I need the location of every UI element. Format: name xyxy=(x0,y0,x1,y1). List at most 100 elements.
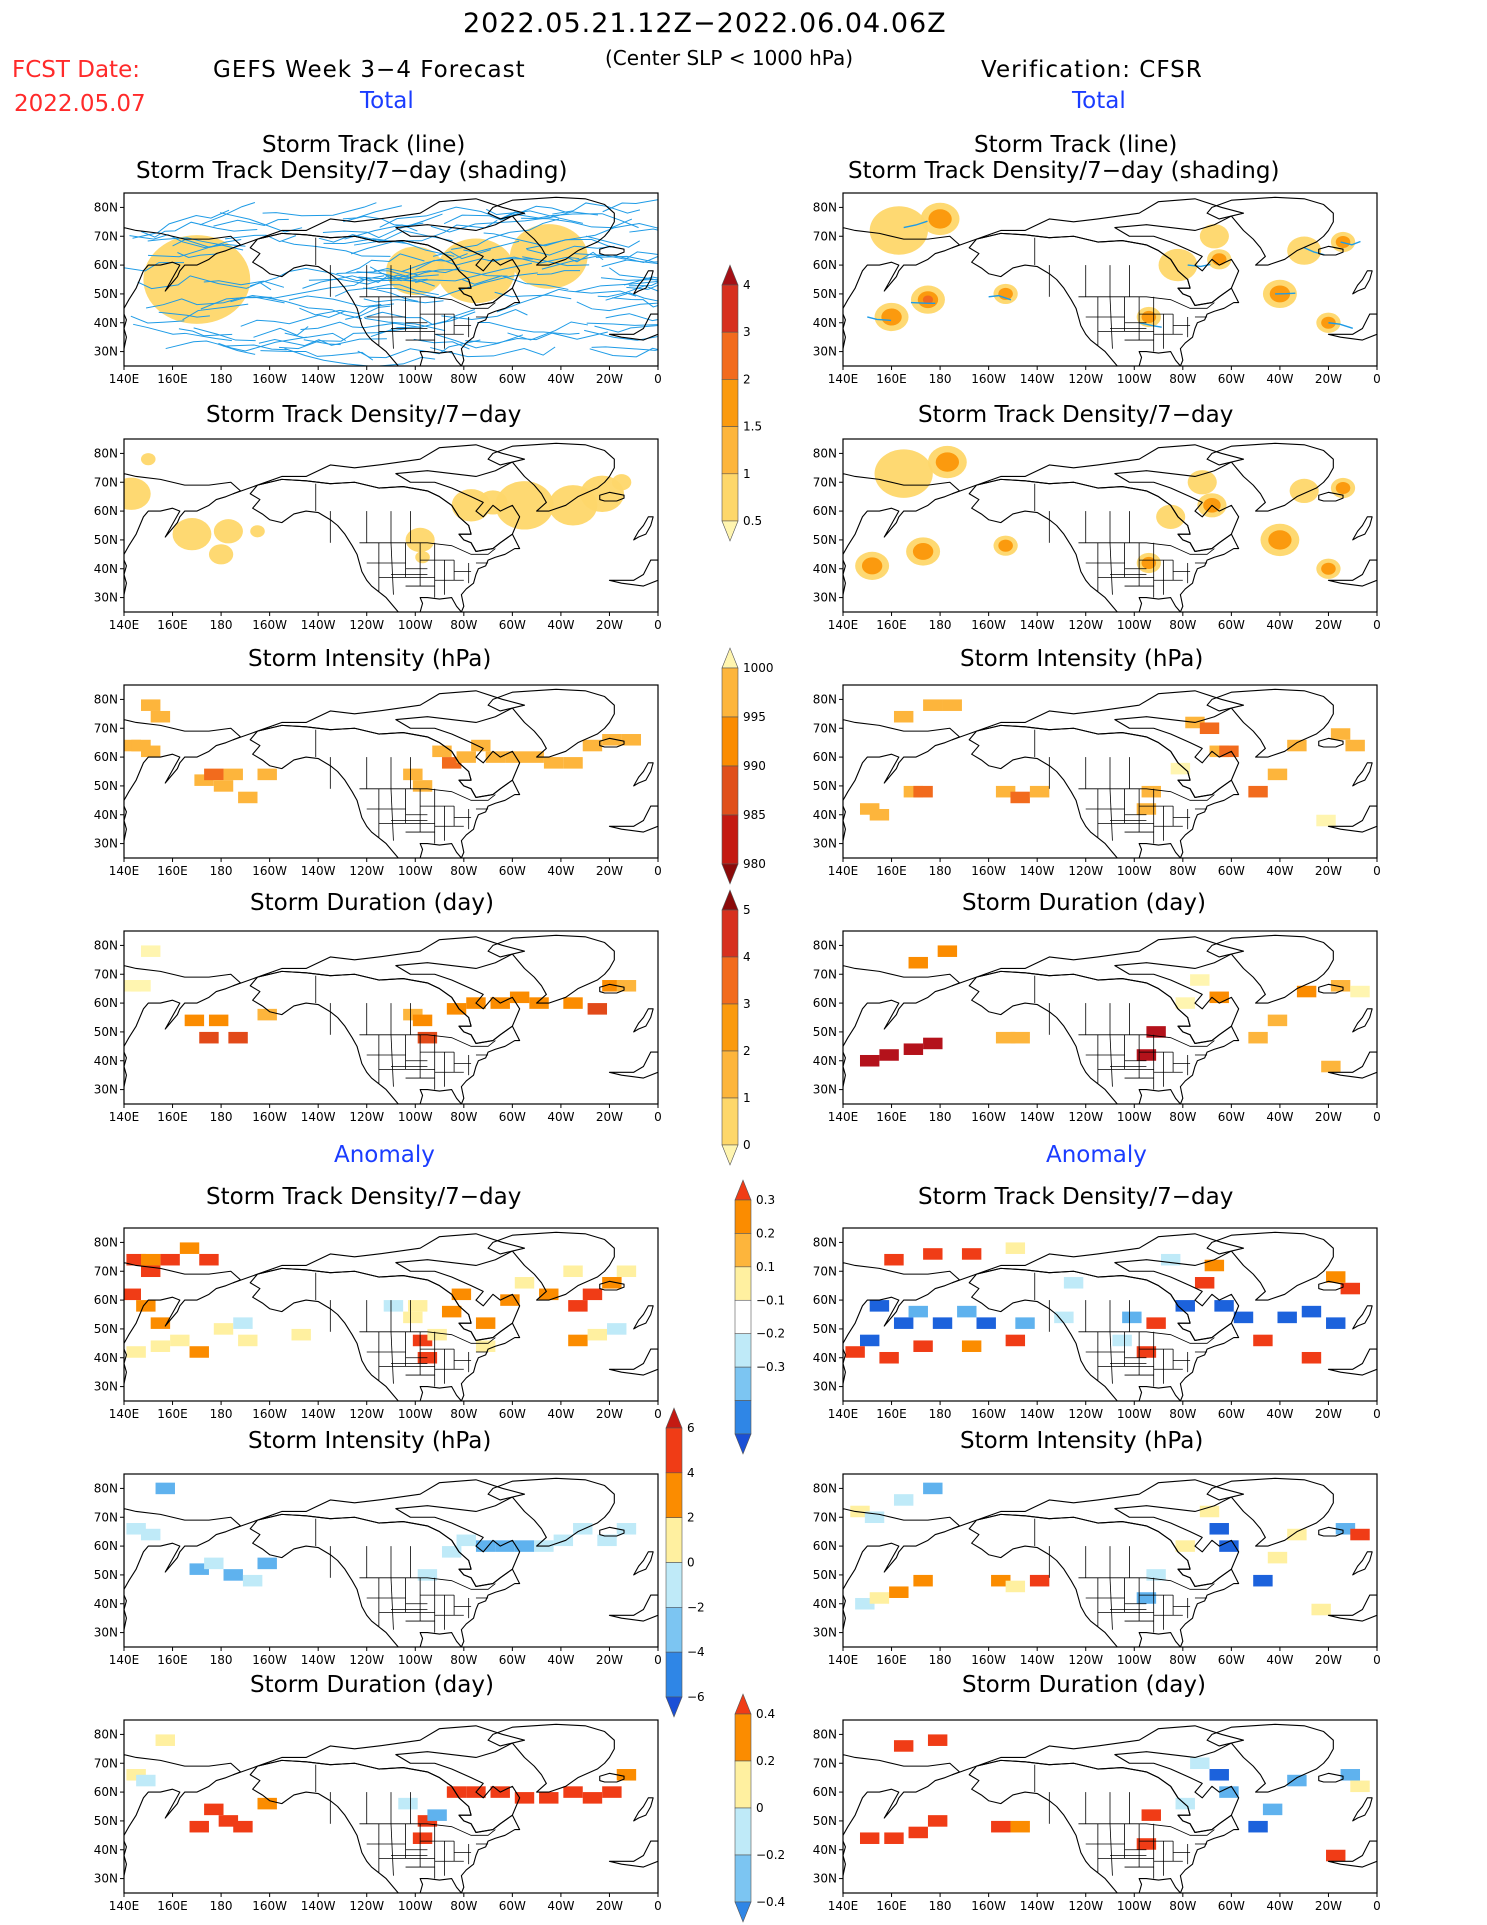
colorbar-density-anomaly-label: 0.3 xyxy=(756,1193,775,1207)
map-l2: 140E 160E 180 160W 140W 120W 100W 80W 60W 40W 20W 0… xyxy=(94,438,662,632)
map-r5-cell-28 xyxy=(1301,1305,1322,1318)
map-l5-xtick-label: 180 xyxy=(210,1407,233,1421)
map-r6-cell-10 xyxy=(1029,1574,1050,1587)
map-l5-cell-1 xyxy=(140,1265,161,1278)
map-r4-ytick-label: 70N xyxy=(813,967,837,981)
map-l6-xtick-label: 80W xyxy=(450,1653,477,1667)
map-l1-storm-track-105 xyxy=(345,305,391,320)
map-r3-coastline-3 xyxy=(1318,737,1344,748)
colorbar-intensity-anomaly-top-arrow xyxy=(665,1407,683,1429)
panel-title-l7: Storm Duration (day) xyxy=(250,1672,494,1698)
colorbar-density-anomaly-label: −0.2 xyxy=(756,1327,785,1341)
map-l2-xtick-label: 60W xyxy=(499,618,526,632)
map-l5-cell-17 xyxy=(417,1351,438,1364)
map-l7: 140E 160E 180 160W 140W 120W 100W 80W 60W 40W 20W 0… xyxy=(94,1719,662,1913)
map-l3-ytick-label: 70N xyxy=(94,721,118,735)
map-l4-xtick-label: 140E xyxy=(109,1110,140,1124)
map-r7-ytick-label: 80N xyxy=(813,1727,837,1741)
map-r2-density-blob-core-2 xyxy=(998,539,1013,552)
map-l7-cell-3 xyxy=(189,1820,209,1833)
map-l2-density-blob-10 xyxy=(495,481,554,530)
map-r2-xtick-label: 40W xyxy=(1266,618,1293,632)
map-l1-storm-track-100 xyxy=(591,346,658,351)
map-r4-cell-3 xyxy=(923,1037,943,1050)
panel-title-l5: Storm Track Density/7−day xyxy=(206,1184,522,1210)
map-l4-content xyxy=(124,931,658,1104)
map-r5-cell-9 xyxy=(884,1253,904,1266)
map-r7-cell-6 xyxy=(991,1820,1011,1833)
map-l2-coastline-5 xyxy=(124,559,127,596)
map-l4-ytick-label: 30N xyxy=(94,1083,118,1097)
map-l3-ytick-label: 60N xyxy=(94,750,118,764)
map-l6-ytick-label: 50N xyxy=(94,1568,118,1582)
map-r7-xtick-label: 40W xyxy=(1266,1899,1293,1913)
map-l1-xtick-label: 140W xyxy=(301,372,336,386)
colorbar-intensity-total-segment-1 xyxy=(721,667,739,718)
map-r1-density-blob-10 xyxy=(1287,236,1322,265)
map-r3-cell-8 xyxy=(1010,791,1030,804)
map-l3: 140E 160E 180 160W 140W 120W 100W 80W 60W 40W 20W 0… xyxy=(94,684,662,878)
map-l1-ytick-label: 50N xyxy=(94,287,118,301)
map-r5-border-0 xyxy=(1078,1331,1215,1344)
map-r5-coastline-3 xyxy=(1318,1280,1344,1291)
map-l5-cell-26 xyxy=(582,1288,603,1301)
map-r1-coastline-5 xyxy=(843,313,846,350)
map-l3-coastline-2 xyxy=(487,688,615,758)
map-l7-cell-8 xyxy=(398,1797,418,1810)
map-l1-storm-track-14 xyxy=(284,347,436,366)
map-r4-xtick-label: 140E xyxy=(828,1110,859,1124)
colorbar-density-total-bottom-arrow xyxy=(721,520,739,542)
map-r7-coastline-3 xyxy=(1318,1772,1344,1783)
map-r2-xtick-label: 160E xyxy=(876,618,907,632)
map-l4-coastline-1 xyxy=(249,970,521,1104)
map-l6-cell-9 xyxy=(441,1546,462,1558)
map-r7-xtick-label: 80W xyxy=(1169,1899,1196,1913)
map-l1-storm-track-55 xyxy=(541,254,658,270)
map-l1-storm-track-89 xyxy=(263,296,363,320)
map-r5-xtick-label: 20W xyxy=(1315,1407,1342,1421)
map-r2-xtick-label: 60W xyxy=(1218,618,1245,632)
map-l7-cell-4 xyxy=(204,1803,224,1816)
map-l5-coastline-7 xyxy=(608,1348,658,1376)
map-r1-coastline-3 xyxy=(1318,245,1344,256)
map-l1-storm-track-33 xyxy=(463,240,520,253)
map-l5-cell-37 xyxy=(140,1253,161,1266)
map-l1-storm-track-65 xyxy=(158,311,210,318)
map-r2-xtick-label: 0 xyxy=(1373,618,1381,632)
right-section-anomaly: Anomaly xyxy=(1046,1142,1147,1168)
map-l5-border-0 xyxy=(359,1331,496,1344)
map-l1-xtick-label: 120W xyxy=(349,372,384,386)
map-l2-ytick-label: 30N xyxy=(94,591,118,605)
map-l3-cell-17 xyxy=(485,751,506,763)
map-l1-storm-track-60 xyxy=(585,235,640,248)
map-l7-xtick-label: 100W xyxy=(398,1899,433,1913)
map-r2-ytick-label: 50N xyxy=(813,533,837,547)
colorbar-intensity-total-label: 995 xyxy=(743,710,766,724)
map-l5-cell-8 xyxy=(126,1346,146,1358)
map-r5-cell-14 xyxy=(879,1351,899,1364)
map-r6-border-0 xyxy=(1078,1577,1215,1590)
map-r6-coastline-1 xyxy=(968,1513,1240,1647)
map-l1-coastline-6 xyxy=(633,270,654,295)
map-l1-storm-track-24 xyxy=(130,315,185,324)
fcst-date: 2022.05.07 xyxy=(14,91,146,117)
map-l3-cell-11 xyxy=(403,768,423,781)
map-r6-ytick-label: 80N xyxy=(813,1481,837,1495)
map-l1-storm-track-23 xyxy=(589,347,658,358)
map-r3-xtick-label: 20W xyxy=(1315,864,1342,878)
map-l3-xtick-label: 40W xyxy=(547,864,574,878)
map-l6-cell-4 xyxy=(204,1557,224,1570)
map-l5-border-8 xyxy=(390,1331,394,1384)
map-l3-coastline-5 xyxy=(124,805,127,842)
colorbar-intensity-total-label: 980 xyxy=(743,857,766,871)
map-r6-cell-1 xyxy=(864,1511,885,1524)
map-l7-coastline-2 xyxy=(487,1723,615,1793)
map-l7-cell-7 xyxy=(257,1797,277,1810)
map-l6-cell-5 xyxy=(223,1569,243,1581)
map-l3-ytick-label: 50N xyxy=(94,779,118,793)
map-l4-xtick-label: 180 xyxy=(210,1110,233,1124)
map-l3-border-8 xyxy=(390,788,394,841)
map-l4-coastline-2 xyxy=(487,934,615,1004)
map-l6-border-8 xyxy=(390,1577,394,1630)
